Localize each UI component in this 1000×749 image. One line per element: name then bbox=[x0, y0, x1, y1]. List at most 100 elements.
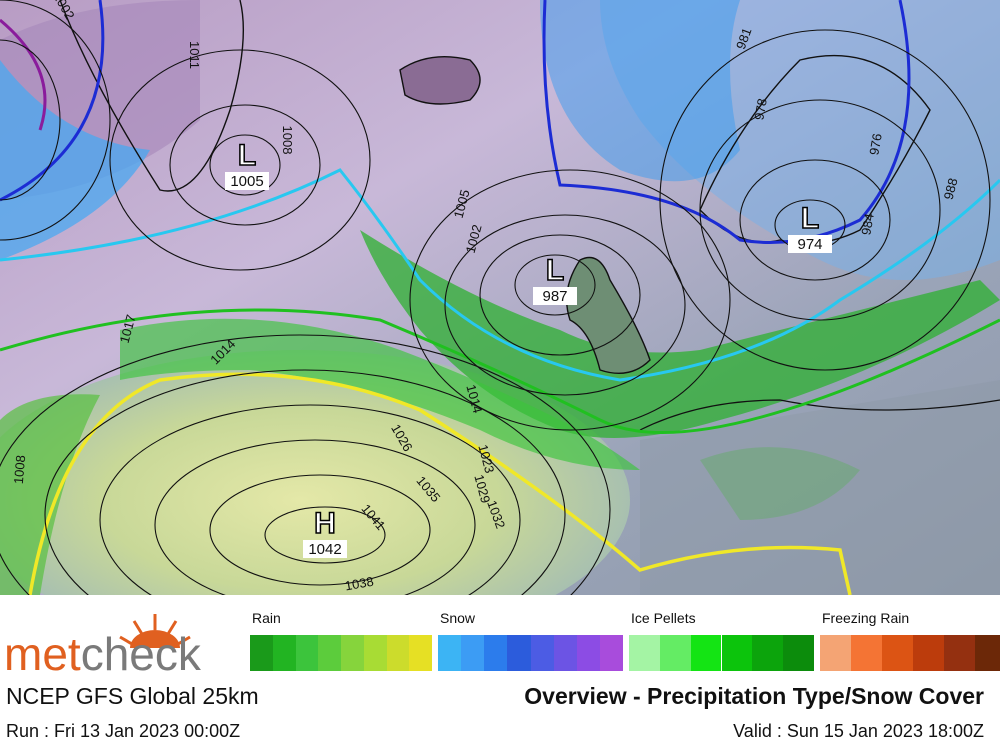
isobar bbox=[209, 474, 431, 586]
isobar bbox=[659, 29, 991, 371]
legend-swatch bbox=[250, 635, 273, 671]
iceland bbox=[399, 55, 481, 105]
pressure-center-value: 1042 bbox=[308, 541, 341, 558]
legend-label: Snow bbox=[440, 610, 476, 626]
contour-line bbox=[0, 308, 1000, 434]
legend-swatch bbox=[752, 635, 784, 671]
legend-swatch bbox=[341, 635, 364, 671]
isobar bbox=[109, 49, 371, 271]
legend-swatch bbox=[882, 635, 913, 671]
model-name: NCEP GFS Global 25km bbox=[6, 683, 259, 709]
isobar-label: 1002 bbox=[463, 223, 485, 255]
isobar bbox=[0, 334, 611, 595]
contour-line bbox=[542, 0, 911, 244]
isobar bbox=[699, 99, 941, 321]
legend-swatch bbox=[295, 635, 319, 671]
legend-swatch bbox=[386, 635, 410, 671]
pressure-center-letter: L bbox=[801, 202, 819, 235]
snow-area bbox=[540, 0, 740, 182]
legend-swatch bbox=[576, 635, 600, 671]
isobar bbox=[169, 104, 321, 226]
legend-label: Freezing Rain bbox=[822, 610, 910, 626]
legend-swatch bbox=[629, 635, 660, 671]
logo: metcheck bbox=[4, 614, 202, 680]
chart-title: Overview - Precipitation Type/Snow Cover bbox=[524, 683, 984, 709]
pressure-value-box bbox=[788, 235, 832, 253]
isobar-label: 1017 bbox=[117, 313, 139, 345]
isobar-label: 1038 bbox=[344, 574, 375, 594]
isobar-label: 1008 bbox=[280, 126, 295, 155]
legend-swatch bbox=[690, 635, 722, 671]
isobar bbox=[479, 234, 641, 356]
scandinavia bbox=[699, 54, 931, 244]
isobar-label: 1023 bbox=[475, 443, 497, 475]
isobar bbox=[409, 169, 731, 431]
legend-label: Ice Pellets bbox=[631, 610, 696, 626]
legend-swatch bbox=[409, 635, 432, 671]
contour-line bbox=[28, 372, 852, 595]
legend-swatch bbox=[599, 635, 623, 671]
isobar-label: 1014 bbox=[463, 383, 485, 415]
snow-area bbox=[0, 60, 150, 260]
isobar-label: 1029 bbox=[471, 473, 493, 505]
rain-band bbox=[360, 230, 1000, 438]
british-isles bbox=[565, 256, 651, 374]
legend-swatch bbox=[913, 635, 944, 671]
logo-text: metcheck bbox=[4, 628, 202, 680]
isobar bbox=[154, 439, 476, 595]
coastline bbox=[59, 0, 245, 192]
isobar bbox=[99, 404, 521, 595]
pressure-center-letter: L bbox=[546, 254, 564, 287]
legend-swatch bbox=[530, 635, 554, 671]
legend-swatch bbox=[553, 635, 577, 671]
isobar bbox=[44, 369, 566, 595]
logo-sun bbox=[130, 630, 180, 648]
isobar bbox=[514, 254, 596, 316]
isobar bbox=[0, 0, 111, 241]
isobar-label: 981 bbox=[733, 26, 755, 52]
rain-band bbox=[0, 394, 100, 595]
legend-swatch bbox=[820, 635, 851, 671]
pressure-value-box bbox=[225, 172, 269, 190]
legend-swatch bbox=[721, 635, 753, 671]
legend-swatch bbox=[363, 635, 387, 671]
legend: Rain Snow Ice Pellets Freezing Rain bbox=[250, 610, 1000, 672]
legend-swatch bbox=[484, 635, 508, 671]
legend-swatch bbox=[272, 635, 296, 671]
contour-line bbox=[0, 18, 47, 131]
isobar-label: 988 bbox=[941, 176, 961, 201]
pressure-value-box bbox=[303, 540, 347, 558]
legend-swatch bbox=[438, 635, 462, 671]
legend-label: Rain bbox=[252, 610, 281, 626]
legend-group: Ice Pellets bbox=[629, 610, 817, 672]
isobar bbox=[444, 214, 686, 396]
valid-time: Valid : Sun 15 Jan 2023 18:00Z bbox=[733, 721, 984, 741]
isobar-label: 984 bbox=[858, 212, 877, 236]
legend-group: Snow bbox=[438, 610, 626, 672]
isobar bbox=[264, 506, 386, 564]
isobar bbox=[0, 39, 61, 201]
isobar-label: 976 bbox=[866, 132, 885, 156]
isobars bbox=[0, 0, 991, 595]
pressure-center-value: 974 bbox=[797, 236, 822, 253]
pressure-center-letter: H bbox=[314, 507, 336, 540]
isobar bbox=[209, 134, 281, 196]
pressure-center-value: 987 bbox=[542, 288, 567, 305]
run-time: Run : Fri 13 Jan 2023 00:00Z bbox=[6, 721, 241, 741]
pressure-center-letter: L bbox=[238, 139, 256, 172]
pressure-center-value: 1005 bbox=[230, 173, 263, 190]
weather-map: 1002101110089811005100297897698498810171… bbox=[0, 0, 1000, 595]
legend-swatch bbox=[461, 635, 485, 671]
isobar-label: 1005 bbox=[451, 188, 473, 220]
isobar-label: 1011 bbox=[187, 41, 202, 69]
land-area bbox=[640, 380, 1000, 595]
footer-panel: metcheck Rain Snow Ice Pellets Freezing Rai… bbox=[0, 595, 1000, 749]
legend-swatch bbox=[659, 635, 691, 671]
pressure-value-box bbox=[533, 287, 577, 305]
legend-group: Rain bbox=[250, 610, 435, 672]
legend-swatch bbox=[944, 635, 975, 671]
isobar-label: 978 bbox=[751, 97, 770, 121]
contour-line bbox=[0, 168, 1000, 382]
legend-group: Freezing Rain bbox=[820, 610, 1000, 672]
